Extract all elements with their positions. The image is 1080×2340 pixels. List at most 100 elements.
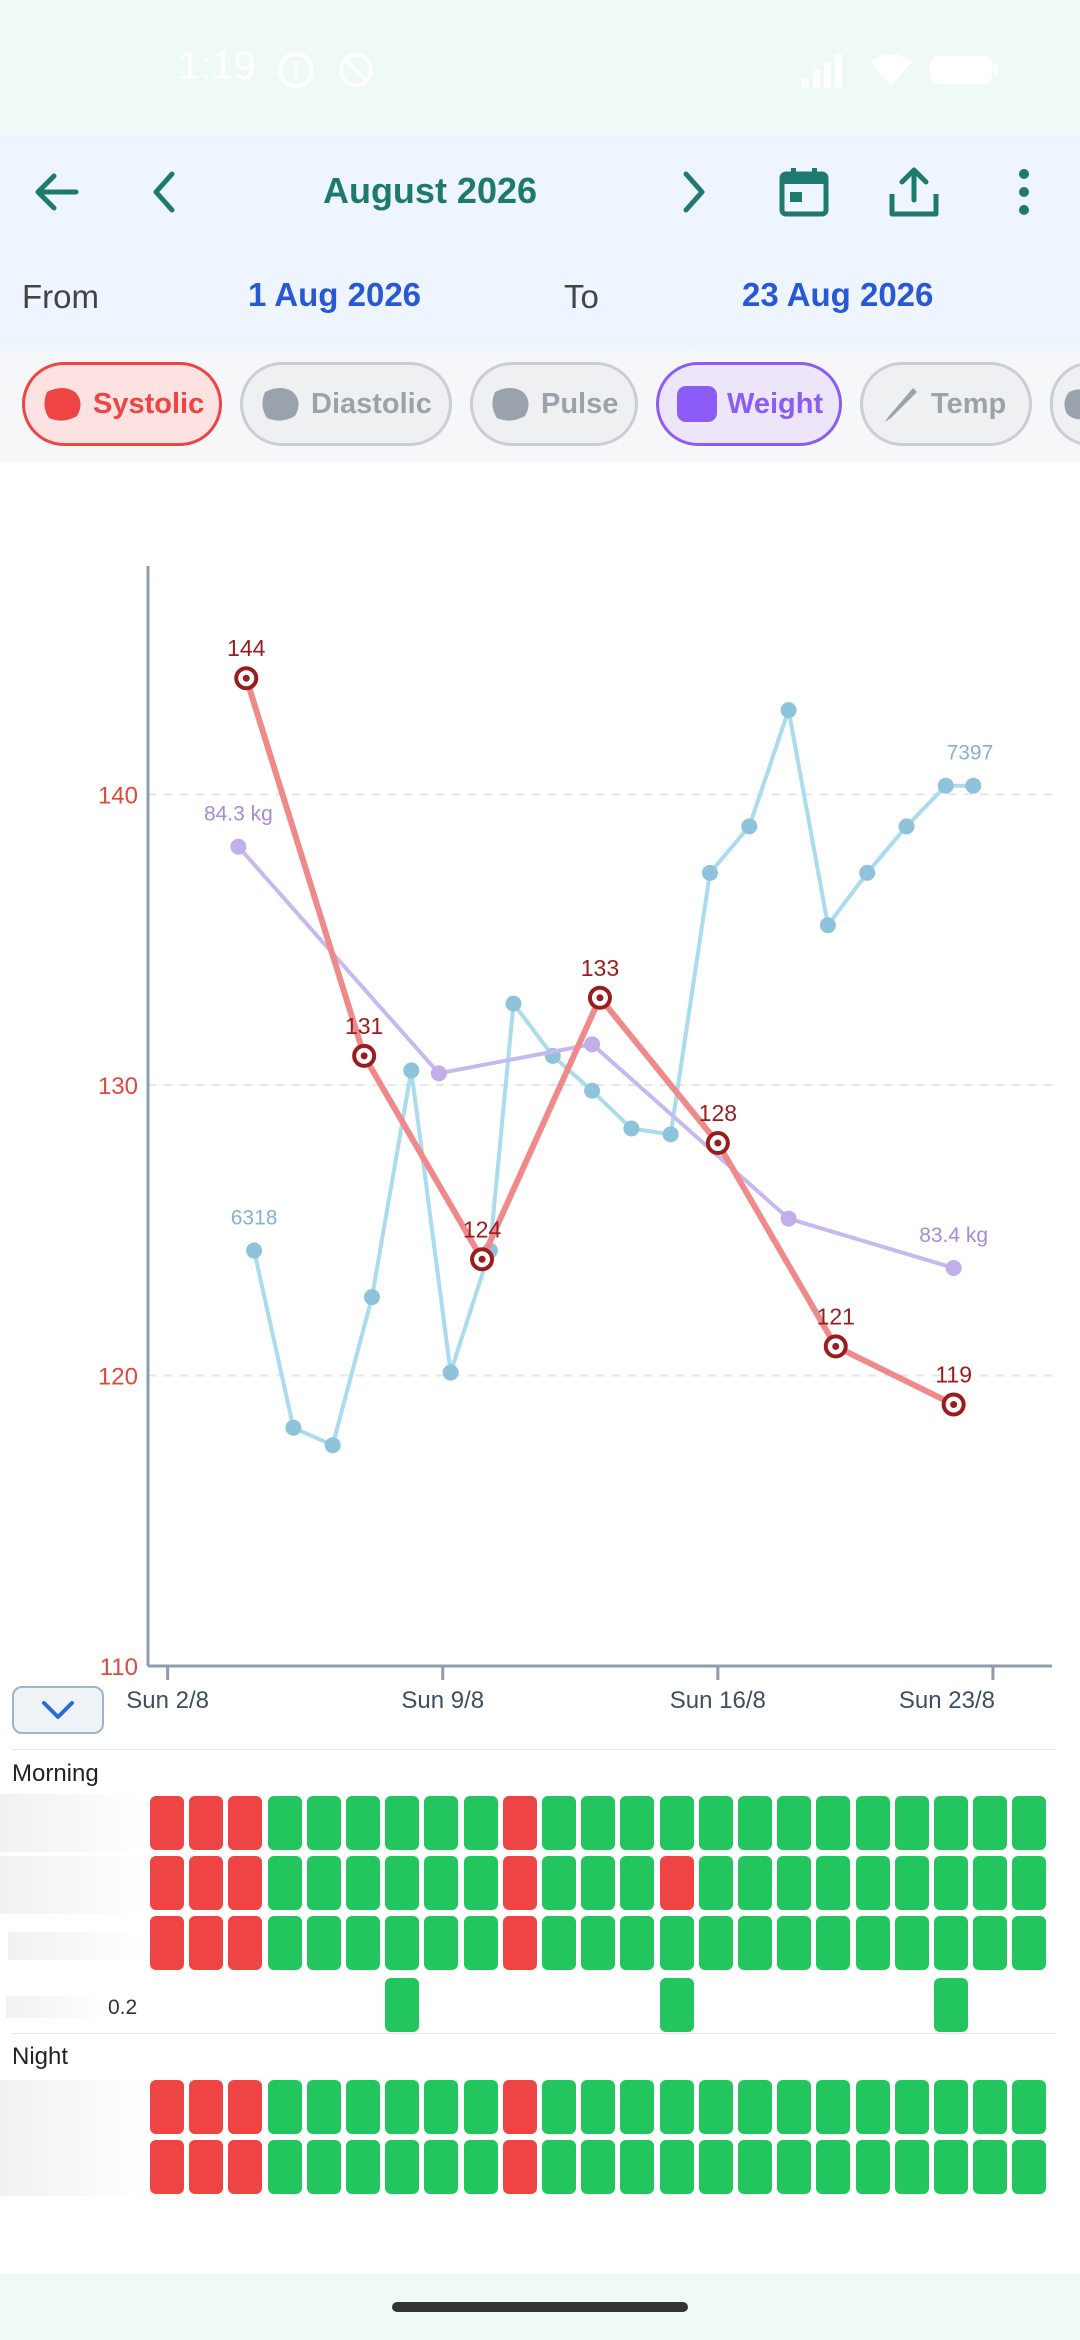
grid-cell[interactable]: [150, 1916, 184, 1970]
grid-cell[interactable]: [1012, 1856, 1047, 1910]
grid-cell[interactable]: [894, 2140, 929, 2194]
chip-systolic[interactable]: Systolic: [22, 362, 222, 446]
collapse-toggle-button[interactable]: [12, 1686, 104, 1734]
home-indicator[interactable]: [392, 2302, 688, 2312]
to-date[interactable]: 23 Aug 2026: [742, 276, 934, 313]
grid-cell[interactable]: [424, 1796, 459, 1850]
grid-cell[interactable]: [542, 1916, 576, 1970]
grid-cell[interactable]: [228, 2080, 263, 2134]
grid-cell[interactable]: [306, 2140, 341, 2194]
grid-cell[interactable]: [385, 2080, 420, 2134]
more-button[interactable]: [984, 152, 1064, 232]
chip-weight[interactable]: Weight: [656, 362, 842, 446]
grid-cell[interactable]: [620, 1916, 655, 1970]
grid-cell[interactable]: [267, 1916, 302, 1970]
grid-cell[interactable]: [659, 2080, 694, 2134]
grid-cell[interactable]: [1012, 2140, 1047, 2194]
grid-cell[interactable]: [934, 1796, 968, 1850]
grid-cell[interactable]: [698, 2080, 733, 2134]
share-button[interactable]: [874, 152, 954, 232]
grid-cell[interactable]: [346, 1916, 380, 1970]
grid-cell[interactable]: [385, 1916, 420, 1970]
chip-pulse[interactable]: Pulse: [470, 362, 638, 446]
grid-cell[interactable]: [306, 1796, 341, 1850]
chip-diastolic[interactable]: Diastolic: [240, 362, 452, 446]
grid-cell[interactable]: [738, 1856, 772, 1910]
grid-cell[interactable]: [463, 1916, 498, 1970]
grid-cell[interactable]: [934, 1978, 968, 2032]
grid-cell[interactable]: [581, 1856, 616, 1910]
grid-cell[interactable]: [581, 1916, 616, 1970]
grid-cell[interactable]: [620, 2140, 655, 2194]
grid-cell[interactable]: [385, 1856, 420, 1910]
grid-cell[interactable]: [189, 1796, 224, 1850]
grid-cell[interactable]: [463, 1796, 498, 1850]
grid-cell[interactable]: [973, 1796, 1008, 1850]
grid-cell[interactable]: [659, 1796, 694, 1850]
grid-cell[interactable]: [777, 2080, 812, 2134]
grid-cell[interactable]: [542, 1856, 576, 1910]
grid-cell[interactable]: [385, 2140, 420, 2194]
grid-cell[interactable]: [973, 1916, 1008, 1970]
grid-cell[interactable]: [267, 1856, 302, 1910]
grid-cell[interactable]: [698, 1796, 733, 1850]
grid-cell[interactable]: [816, 2080, 851, 2134]
grid-cell[interactable]: [934, 1856, 968, 1910]
grid-cell[interactable]: [542, 2140, 576, 2194]
grid-cell[interactable]: [385, 1978, 420, 2032]
grid-cell[interactable]: [424, 1916, 459, 1970]
grid-cell[interactable]: [698, 1916, 733, 1970]
grid-cell[interactable]: [502, 2140, 537, 2194]
grid-cell[interactable]: [306, 2080, 341, 2134]
grid-cell[interactable]: [855, 1916, 890, 1970]
grid-cell[interactable]: [581, 2080, 616, 2134]
chip-temp[interactable]: Temp: [860, 362, 1032, 446]
grid-cell[interactable]: [346, 1796, 380, 1850]
grid-cell[interactable]: [150, 1796, 184, 1850]
grid-cell[interactable]: [502, 1796, 537, 1850]
grid-cell[interactable]: [777, 2140, 812, 2194]
grid-cell[interactable]: [620, 1796, 655, 1850]
grid-cell[interactable]: [424, 2140, 459, 2194]
grid-cell[interactable]: [816, 1916, 851, 1970]
grid-cell[interactable]: [346, 2140, 380, 2194]
grid-cell[interactable]: [894, 1796, 929, 1850]
grid-cell[interactable]: [502, 1916, 537, 1970]
grid-cell[interactable]: [855, 2080, 890, 2134]
grid-cell[interactable]: [777, 1856, 812, 1910]
grid-cell[interactable]: [855, 1856, 890, 1910]
calendar-button[interactable]: [764, 152, 844, 232]
grid-cell[interactable]: [738, 1796, 772, 1850]
back-button[interactable]: [16, 152, 96, 232]
grid-cell[interactable]: [934, 2140, 968, 2194]
grid-cell[interactable]: [267, 1796, 302, 1850]
grid-cell[interactable]: [228, 1796, 263, 1850]
grid-cell[interactable]: [189, 2140, 224, 2194]
grid-cell[interactable]: [189, 1856, 224, 1910]
grid-cell[interactable]: [816, 1856, 851, 1910]
grid-cell[interactable]: [150, 2080, 184, 2134]
grid-cell[interactable]: [267, 2140, 302, 2194]
grid-cell[interactable]: [934, 2080, 968, 2134]
grid-cell[interactable]: [306, 1916, 341, 1970]
grid-cell[interactable]: [542, 2080, 576, 2134]
grid-cell[interactable]: [934, 1916, 968, 1970]
grid-cell[interactable]: [228, 1916, 263, 1970]
grid-cell[interactable]: [267, 2080, 302, 2134]
grid-cell[interactable]: [973, 1856, 1008, 1910]
grid-cell[interactable]: [894, 2080, 929, 2134]
grid-cell[interactable]: [816, 2140, 851, 2194]
month-title[interactable]: August 2026: [322, 170, 538, 211]
grid-cell[interactable]: [620, 1856, 655, 1910]
grid-cell[interactable]: [659, 1856, 694, 1910]
grid-cell[interactable]: [581, 2140, 616, 2194]
grid-cell[interactable]: [659, 2140, 694, 2194]
grid-cell[interactable]: [228, 1856, 263, 1910]
grid-cell[interactable]: [502, 1856, 537, 1910]
grid-cell[interactable]: [306, 1856, 341, 1910]
grid-cell[interactable]: [698, 2140, 733, 2194]
grid-cell[interactable]: [463, 2080, 498, 2134]
grid-cell[interactable]: [424, 1856, 459, 1910]
grid-cell[interactable]: [424, 2080, 459, 2134]
grid-cell[interactable]: [1012, 1916, 1047, 1970]
